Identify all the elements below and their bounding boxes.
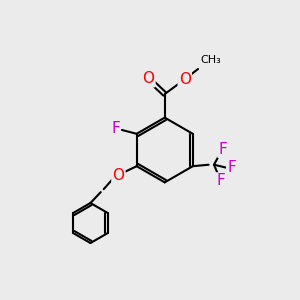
Text: O: O	[112, 167, 124, 182]
Text: F: F	[218, 142, 227, 157]
Text: CH₃: CH₃	[200, 56, 221, 65]
Text: O: O	[142, 71, 154, 86]
Text: F: F	[111, 121, 120, 136]
Text: O: O	[179, 72, 191, 87]
Text: F: F	[216, 173, 225, 188]
Text: F: F	[227, 160, 236, 175]
